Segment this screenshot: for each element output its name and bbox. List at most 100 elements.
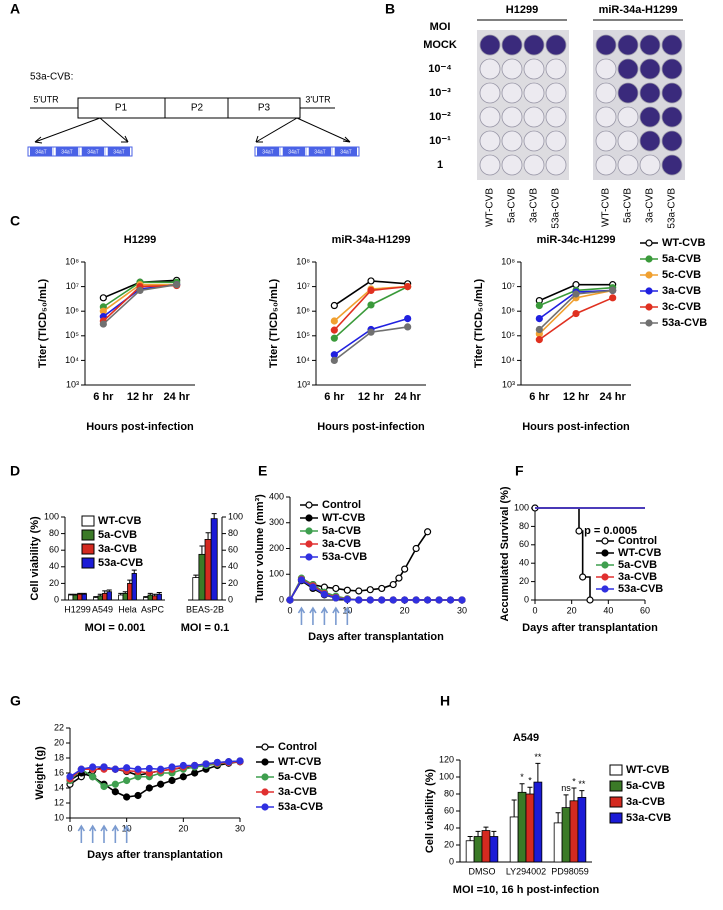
y-tick-label: 40 [49, 561, 59, 571]
target-site [56, 147, 78, 156]
well [595, 106, 617, 128]
x-tick-label: 40 [603, 605, 613, 615]
bar [509, 816, 519, 863]
error-bar [563, 794, 569, 808]
marker [330, 301, 338, 310]
target-label: 34aT [340, 149, 351, 155]
well [545, 82, 567, 104]
x-axis-label: Hours post-infection [522, 421, 630, 433]
error-bar [122, 591, 128, 594]
marker [401, 596, 409, 604]
marker [404, 315, 412, 323]
legend-label: 53a-CVB [618, 583, 663, 595]
target-site [309, 147, 331, 156]
y-tick-label: 10⁴ [296, 355, 310, 365]
bar [143, 597, 149, 601]
marker [367, 277, 375, 285]
legend-swatch [609, 764, 623, 776]
well [523, 34, 545, 56]
legend-label: 53a-CVB [662, 317, 707, 329]
legend-swatch [609, 780, 623, 792]
well [661, 82, 683, 104]
region-label: P3 [258, 103, 271, 114]
legend-label: 5c-CVB [662, 269, 701, 281]
x-tick-label: 0 [287, 605, 292, 615]
legend-marker [261, 788, 269, 796]
significance: * [528, 776, 532, 786]
legend-label: 3a-CVB [626, 796, 665, 808]
target-site [257, 147, 279, 156]
error-bar [467, 836, 473, 841]
legend-label: 3a-CVB [98, 543, 137, 555]
well [617, 58, 639, 80]
panel-label: H [440, 693, 450, 709]
well [479, 34, 501, 56]
bar [561, 807, 571, 863]
y-tick-label: 12 [54, 797, 64, 807]
panel-label: B [385, 1, 395, 17]
error-bar [68, 593, 74, 596]
marker [367, 328, 375, 336]
marker [297, 576, 306, 584]
x-tick-label: BEAS-2B [186, 604, 224, 614]
legend-marker [261, 758, 269, 766]
spacer [279, 146, 284, 157]
y-axis-label: Titer (TICD₅₀/mL) [473, 279, 485, 369]
marker [157, 765, 165, 773]
error-bar [527, 786, 533, 794]
marker [66, 773, 74, 781]
marker [100, 782, 108, 791]
bar [102, 592, 108, 601]
marker [366, 586, 374, 594]
x-axis-label: Days after transplantation [308, 631, 444, 643]
y-tick-label: 0 [449, 856, 454, 866]
bar [97, 595, 103, 601]
y-tick-label: 10⁵ [65, 330, 79, 340]
x-tick-label: 60 [640, 605, 650, 615]
dose-arrow [122, 824, 131, 843]
x-axis-label: MOI = 0.001 [85, 622, 146, 634]
bar [525, 793, 535, 863]
bar [72, 594, 78, 601]
bar [93, 597, 99, 601]
marker [123, 764, 131, 772]
y-axis-label: Weight (g) [34, 746, 46, 800]
well [545, 154, 567, 176]
x-axis-label: MOI = 0.1 [181, 622, 230, 634]
error-bar [93, 596, 99, 598]
x-tick-label: PD98059 [551, 866, 589, 876]
well [595, 58, 617, 80]
marker [412, 596, 420, 604]
dose-arrow [88, 824, 97, 843]
y-tick-label: 20 [444, 839, 454, 849]
x-tick-label: 12 hr [358, 391, 385, 403]
error-bar [106, 589, 112, 592]
bar [489, 836, 499, 863]
y-tick-label: 0 [279, 594, 284, 604]
bar [517, 791, 527, 863]
row-header: MOI [430, 21, 451, 33]
legend-marker [261, 743, 269, 751]
row-label: 1 [437, 159, 443, 171]
marker [535, 336, 543, 344]
error-bar [72, 593, 78, 596]
well [523, 154, 545, 176]
legend-label: 5a-CVB [278, 771, 317, 783]
marker [609, 294, 617, 302]
y-tick-label: 14 [54, 782, 64, 792]
panel-label: G [10, 693, 21, 709]
error-bar [81, 592, 87, 595]
bar [68, 594, 74, 601]
marker [236, 757, 244, 765]
x-tick-label: H1299 [64, 604, 91, 614]
error-bar [571, 787, 577, 801]
marker [168, 763, 176, 771]
y-tick-label: 60 [49, 545, 59, 555]
error-bar [152, 593, 158, 596]
well [595, 82, 617, 104]
marker [320, 590, 328, 598]
legend-swatch [81, 557, 95, 569]
y-axis-label: Titer (TICD₅₀/mL) [268, 279, 280, 369]
x-tick-label: 20 [178, 823, 188, 833]
